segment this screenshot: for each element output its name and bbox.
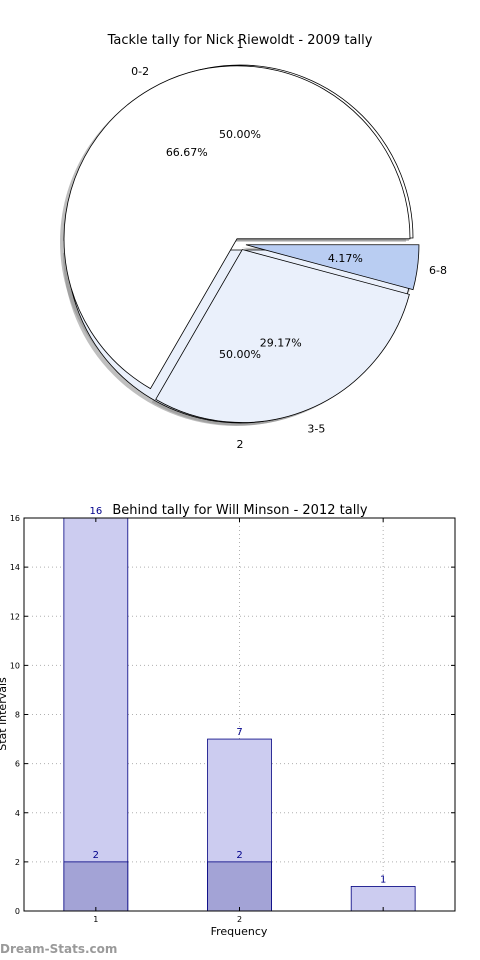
pie-slice-label: 6-8 [429, 264, 447, 277]
x-axis-label: Frequency [211, 925, 268, 938]
watermark: Dream-Stats.com [0, 942, 118, 956]
pie-chart-title: Tackle tally for Nick Riewoldt - 2009 ta… [107, 33, 373, 48]
pie-slice-label: 1 [237, 38, 244, 51]
pie-slice-percent: 50.00% [219, 128, 261, 141]
bar-chart: Behind tally for Will Minson - 2012 tall… [0, 503, 456, 938]
pie-slice-label: 2 [237, 438, 244, 451]
y-tick-label: 14 [10, 563, 20, 572]
bar-value-label: 2 [93, 850, 99, 861]
x-tick-label: 1 [93, 915, 98, 924]
pie-slice-inner-3 [245, 244, 420, 291]
bar-value-label: 1 [380, 874, 386, 885]
bar-value-label: 2 [236, 850, 242, 861]
bar-series-1 [350, 886, 416, 912]
pie-slice-inner-1 [63, 65, 411, 390]
x-tick-label: 2 [237, 915, 242, 924]
y-tick-label: 8 [15, 711, 20, 720]
bar-series-2 [63, 861, 129, 912]
pie-slice-inner-2 [155, 249, 410, 423]
y-tick-label: 12 [10, 612, 20, 621]
pie-slice-label: 0-2 [131, 65, 149, 78]
y-tick-label: 16 [10, 514, 20, 523]
pie-slice-label: 3-5 [307, 423, 325, 436]
bar-value-label: 7 [236, 727, 242, 738]
pie-slice-percent: 66.67% [166, 146, 208, 159]
bar-series-1 [63, 517, 129, 912]
bar-series-2 [207, 861, 272, 912]
y-axis-label: Stat intervals [0, 677, 9, 751]
bar-value-label: 16 [89, 506, 102, 517]
pie-slice-percent: 4.17% [328, 252, 363, 265]
pie-slice-percent: 50.00% [219, 348, 261, 361]
y-tick-label: 6 [15, 760, 20, 769]
pie-slice-percent: 29.17% [260, 336, 302, 349]
pie-chart: Tackle tally for Nick Riewoldt - 2009 ta… [59, 33, 447, 451]
y-tick-label: 2 [15, 858, 20, 867]
bar-chart-title: Behind tally for Will Minson - 2012 tall… [112, 503, 368, 518]
y-tick-label: 0 [15, 907, 20, 916]
y-tick-label: 10 [10, 661, 20, 670]
y-tick-label: 4 [15, 809, 20, 818]
